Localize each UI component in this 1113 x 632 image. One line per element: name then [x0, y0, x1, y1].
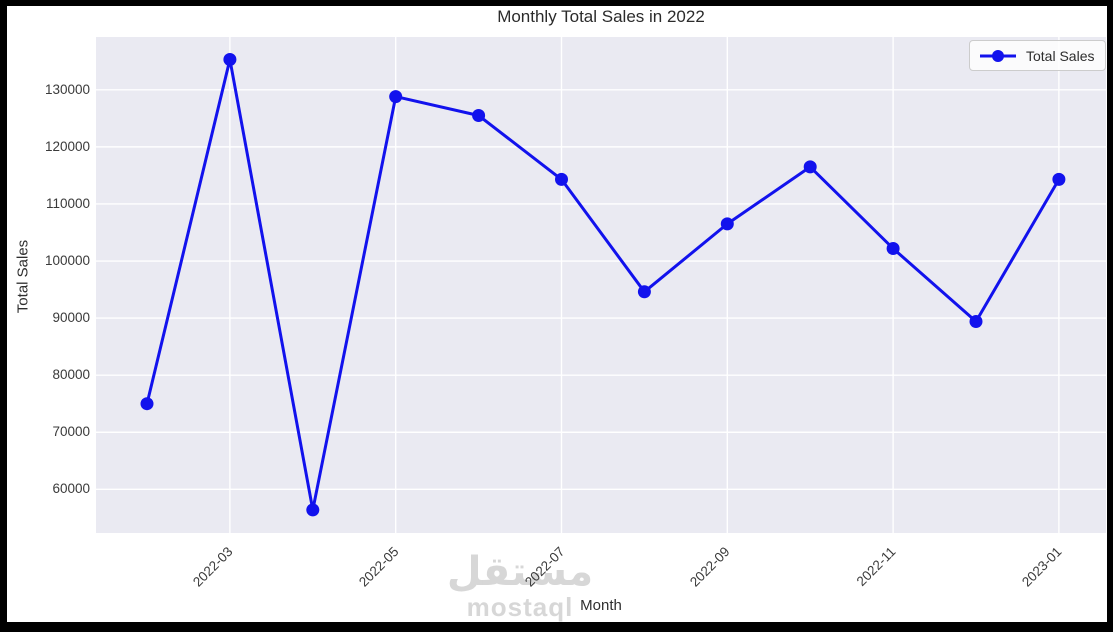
watermark-latin-text: mostaql: [466, 592, 574, 622]
data-point-marker: [720, 217, 734, 231]
data-point-marker: [1052, 172, 1066, 186]
data-point-marker: [803, 160, 817, 174]
data-point-marker: [969, 315, 983, 328]
x-tick-label: 2023-01: [1018, 544, 1065, 590]
plot-background: [96, 37, 1106, 533]
y-tick-label: 60000: [52, 481, 90, 497]
data-point-marker: [389, 90, 403, 104]
mostaql-watermark: مستقل mostaql: [395, 552, 645, 620]
x-tick-label: 2022-03: [189, 544, 236, 590]
plot-area: [96, 37, 1106, 533]
y-tick-label: 80000: [52, 367, 90, 383]
y-tick-label: 130000: [44, 81, 90, 97]
data-point-marker: [637, 285, 651, 299]
chart-figure: Monthly Total Sales in 2022 Total Sales …: [7, 6, 1107, 622]
legend-line-marker-icon: [980, 49, 1016, 62]
data-point-marker: [140, 397, 154, 411]
legend-label: Total Sales: [1026, 47, 1095, 64]
x-tick-label: 2022-11: [853, 544, 899, 589]
legend: Total Sales: [969, 40, 1107, 71]
data-point-marker: [886, 242, 900, 255]
total-sales-line: [145, 58, 1061, 512]
y-tick-label: 110000: [45, 195, 90, 211]
chart-title: Monthly Total Sales in 2022: [497, 7, 705, 26]
y-tick-label: 70000: [52, 424, 90, 440]
y-tick-label: 90000: [52, 310, 90, 326]
x-tick-label: 2022-09: [687, 544, 733, 590]
data-point-marker: [306, 503, 320, 517]
watermark-arabic-text: مستقل: [446, 549, 594, 595]
data-point-marker: [472, 109, 486, 122]
data-point-marker: [555, 172, 568, 186]
data-point-marker: [223, 53, 237, 66]
y-tick-label: 120000: [44, 138, 90, 154]
x-axis-label: Month: [580, 597, 622, 614]
y-tick-label: 100000: [44, 253, 90, 269]
